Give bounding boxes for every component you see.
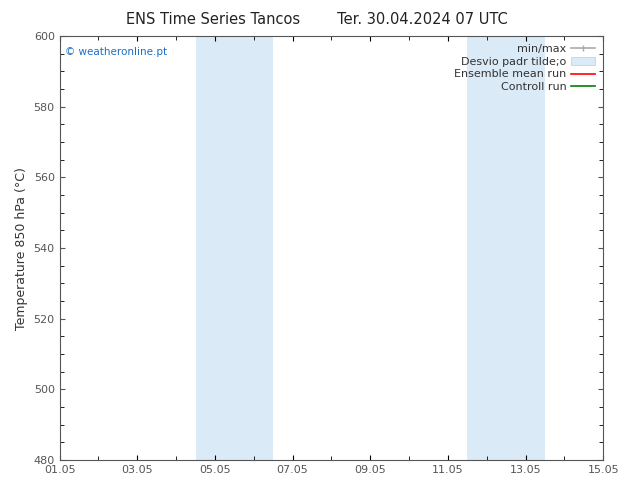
Y-axis label: Temperature 850 hPa (°C): Temperature 850 hPa (°C) — [15, 167, 28, 330]
Text: © weatheronline.pt: © weatheronline.pt — [65, 47, 167, 57]
Bar — [195, 36, 273, 460]
Text: ENS Time Series Tancos        Ter. 30.04.2024 07 UTC: ENS Time Series Tancos Ter. 30.04.2024 0… — [126, 12, 508, 27]
Legend: min/max, Desvio padr tilde;o, Ensemble mean run, Controll run: min/max, Desvio padr tilde;o, Ensemble m… — [452, 42, 598, 95]
Bar — [467, 36, 545, 460]
